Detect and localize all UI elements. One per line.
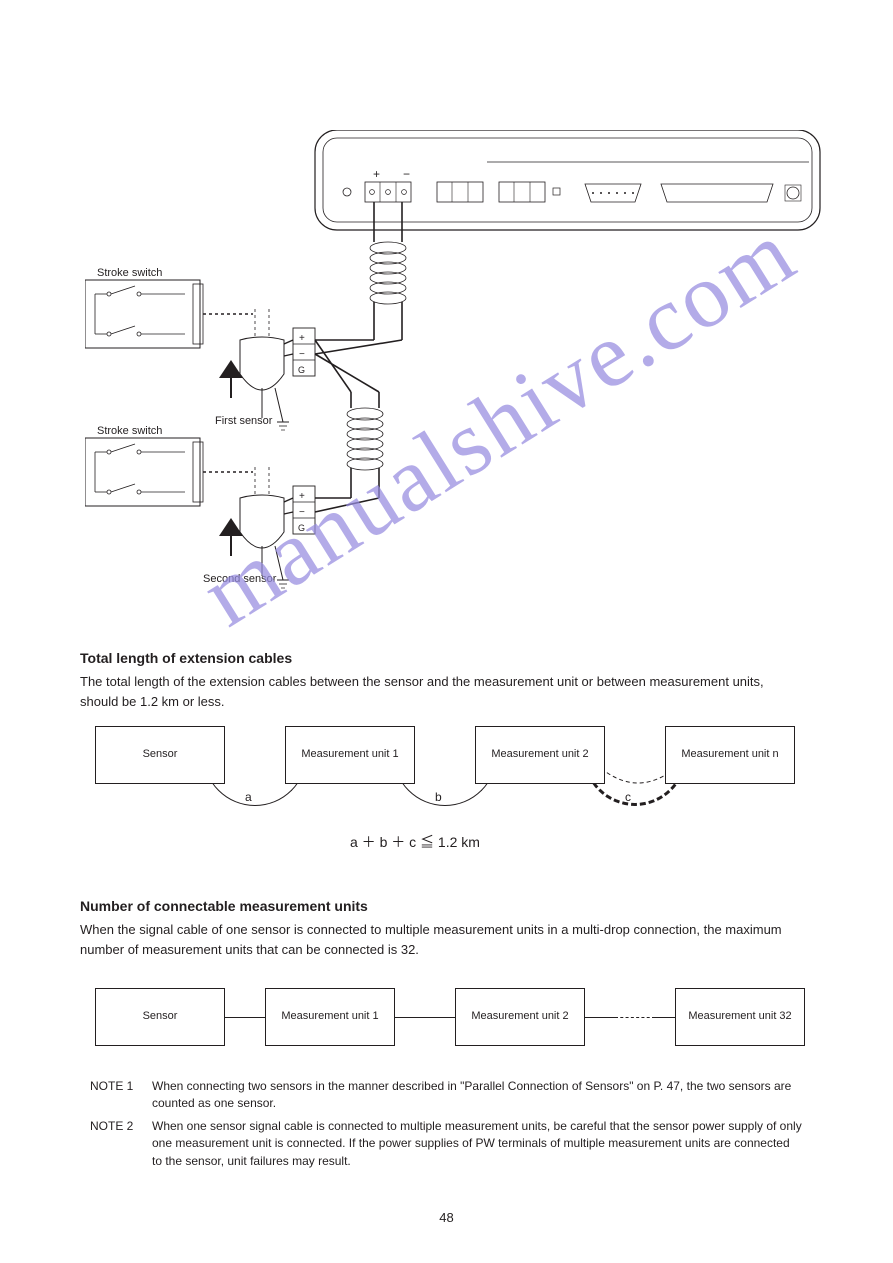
chain2-line-3c <box>655 1017 675 1018</box>
page-number: 48 <box>0 1210 893 1225</box>
wiring-diagram: + − <box>85 130 825 605</box>
chain2-box-mu1: Measurement unit 1 <box>265 988 395 1046</box>
sensor-1-label: First sensor <box>215 415 273 427</box>
chain2-line-1 <box>225 1017 265 1018</box>
switch-1-label: Stroke switch <box>97 267 162 279</box>
chain-box-sensor: Sensor <box>95 726 225 784</box>
sensor-2-label: Second sensor <box>203 573 277 585</box>
svg-text:G: G <box>298 365 305 375</box>
page-root: + − <box>0 0 893 1263</box>
chain-label-a: a <box>245 790 252 804</box>
chain-label-c: c <box>625 790 631 804</box>
chain-box-mun: Measurement unit n <box>665 726 795 784</box>
chain-label-b: b <box>435 790 442 804</box>
chain-box-mu2: Measurement unit 2 <box>475 726 605 784</box>
svg-text:−: − <box>403 167 410 181</box>
svg-text:+: + <box>373 167 380 181</box>
formula-total-length: a ＋ b ＋ c ≦ 1.2 km <box>350 832 480 852</box>
heading-total-length: Total length of extension cables <box>80 650 292 666</box>
wiring-svg: + − <box>85 130 825 605</box>
note1-text: When connecting two sensors in the manne… <box>152 1078 802 1113</box>
heading-num-units: Number of connectable measurement units <box>80 898 368 914</box>
body-num-units: When the signal cable of one sensor is c… <box>80 920 800 959</box>
chain2-line-3b <box>615 1017 655 1018</box>
chain-box-mu1: Measurement unit 1 <box>285 726 415 784</box>
chain2-box-mu2: Measurement unit 2 <box>455 988 585 1046</box>
note2-text: When one sensor signal cable is connecte… <box>152 1118 802 1170</box>
body-total-length: The total length of the extension cables… <box>80 672 800 711</box>
svg-text:+: + <box>299 491 305 502</box>
chain-total-length: Sensor a Measurement unit 1 b Measuremen… <box>95 726 805 796</box>
chain-num-units: Sensor Measurement unit 1 Measurement un… <box>95 988 805 1058</box>
chain2-line-3a <box>585 1017 615 1018</box>
svg-text:−: − <box>299 507 305 518</box>
svg-text:+: + <box>299 333 305 344</box>
switch-2-label: Stroke switch <box>97 425 162 437</box>
chain2-box-sensor: Sensor <box>95 988 225 1046</box>
svg-text:G: G <box>298 523 305 533</box>
svg-text:−: − <box>299 349 305 360</box>
note1-label: NOTE 1 <box>90 1078 150 1095</box>
chain2-line-2 <box>395 1017 455 1018</box>
chain2-box-mu32: Measurement unit 32 <box>675 988 805 1046</box>
note2-label: NOTE 2 <box>90 1118 150 1135</box>
